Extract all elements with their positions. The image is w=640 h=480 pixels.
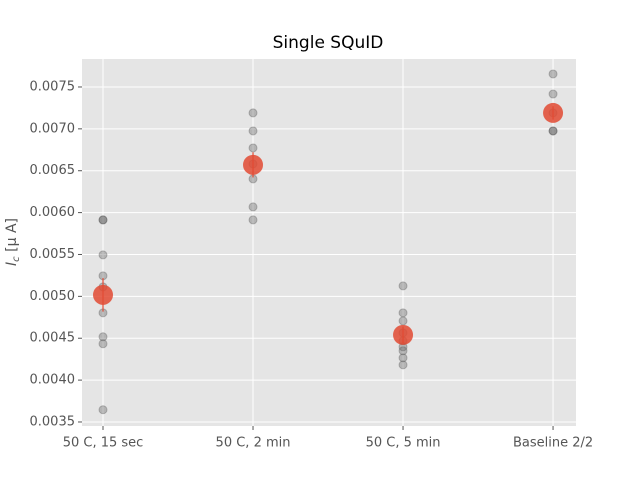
x-tick-label: 50 C, 2 min <box>216 436 291 451</box>
y-label-symbol: I <box>4 262 20 266</box>
data-point <box>398 346 408 356</box>
data-point <box>398 308 408 318</box>
y-axis-label: Ic [μ A] <box>4 218 22 266</box>
y-label-unit: [μ A] <box>4 218 20 256</box>
data-point <box>98 215 108 225</box>
y-tick-label: 0.0070 <box>30 121 76 136</box>
data-point <box>98 405 108 415</box>
data-point <box>398 353 408 363</box>
plot-area <box>82 59 576 426</box>
data-point <box>548 69 558 79</box>
y-tick-label: 0.0065 <box>30 163 76 178</box>
x-tick-label: 50 C, 15 sec <box>63 436 144 451</box>
data-point <box>548 126 558 136</box>
data-point <box>98 215 108 225</box>
y-tick-label: 0.0045 <box>30 331 76 346</box>
mean-point <box>393 324 414 345</box>
y-tick-label: 0.0060 <box>30 205 76 220</box>
chart-title: Single SQuID <box>273 33 384 53</box>
data-point <box>398 281 408 291</box>
y-tick-label: 0.0075 <box>30 79 76 94</box>
data-point <box>248 202 258 212</box>
x-tick-label: 50 C, 5 min <box>366 436 441 451</box>
data-point <box>248 126 258 136</box>
data-point <box>248 108 258 118</box>
data-point <box>248 143 258 153</box>
y-tick-label: 0.0040 <box>30 373 76 388</box>
mean-point <box>543 102 564 123</box>
y-tick-label: 0.0055 <box>30 247 76 262</box>
data-point <box>98 332 108 342</box>
data-point <box>98 250 108 260</box>
data-point <box>398 316 408 326</box>
x-tick-label: Baseline 2/2 <box>513 436 593 451</box>
data-point <box>98 339 108 349</box>
y-tick-label: 0.0035 <box>30 414 76 429</box>
mean-point <box>243 154 264 175</box>
data-point <box>248 215 258 225</box>
data-point <box>398 360 408 370</box>
mean-point <box>93 284 114 305</box>
data-point <box>548 126 558 136</box>
y-tick-label: 0.0050 <box>30 289 76 304</box>
data-point <box>548 89 558 99</box>
y-label-subscript: c <box>11 256 22 262</box>
